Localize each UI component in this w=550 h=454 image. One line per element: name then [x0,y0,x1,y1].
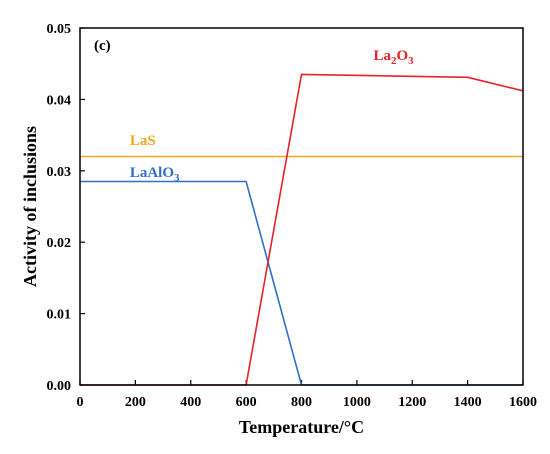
series-line-1 [80,180,523,386]
series-label: La2O3 [373,48,414,67]
series-label: LaAlO3 [130,165,180,184]
series-line-2 [80,73,524,386]
x-tick-label: 800 [291,395,312,410]
panel-label: (c) [94,38,111,54]
series-label-base: La [373,48,391,64]
x-tick-label: 400 [180,395,201,410]
x-axis-title: Temperature/°C [239,417,364,437]
y-axis-title: Activity of inclusions [20,126,40,287]
series-label-sub: 3 [408,55,414,67]
series-label: LaS [130,133,156,149]
y-tick-label: 0.01 [47,308,72,323]
plot-frame [79,27,524,386]
series-label-base: O [397,48,409,64]
x-tick-label: 600 [236,395,257,410]
series-label-base: LaS [130,133,156,149]
series-label-base: LaAlO [130,165,174,181]
x-tick-label: 0 [77,395,84,410]
series-label-sub: 3 [174,172,180,184]
y-tick-label: 0.05 [47,22,72,37]
y-tick-label: 0.02 [47,236,72,251]
x-tick-label: 1000 [343,395,371,410]
y-tick-label: 0.03 [47,165,72,180]
x-tick-label: 1600 [509,395,537,410]
y-tick-label: 0.00 [47,379,72,394]
series-label-sub: 2 [391,55,397,67]
x-tick-label: 200 [125,395,146,410]
x-tick-label: 1400 [454,395,482,410]
y-tick-label: 0.04 [47,93,72,108]
x-tick-label: 1200 [398,395,426,410]
